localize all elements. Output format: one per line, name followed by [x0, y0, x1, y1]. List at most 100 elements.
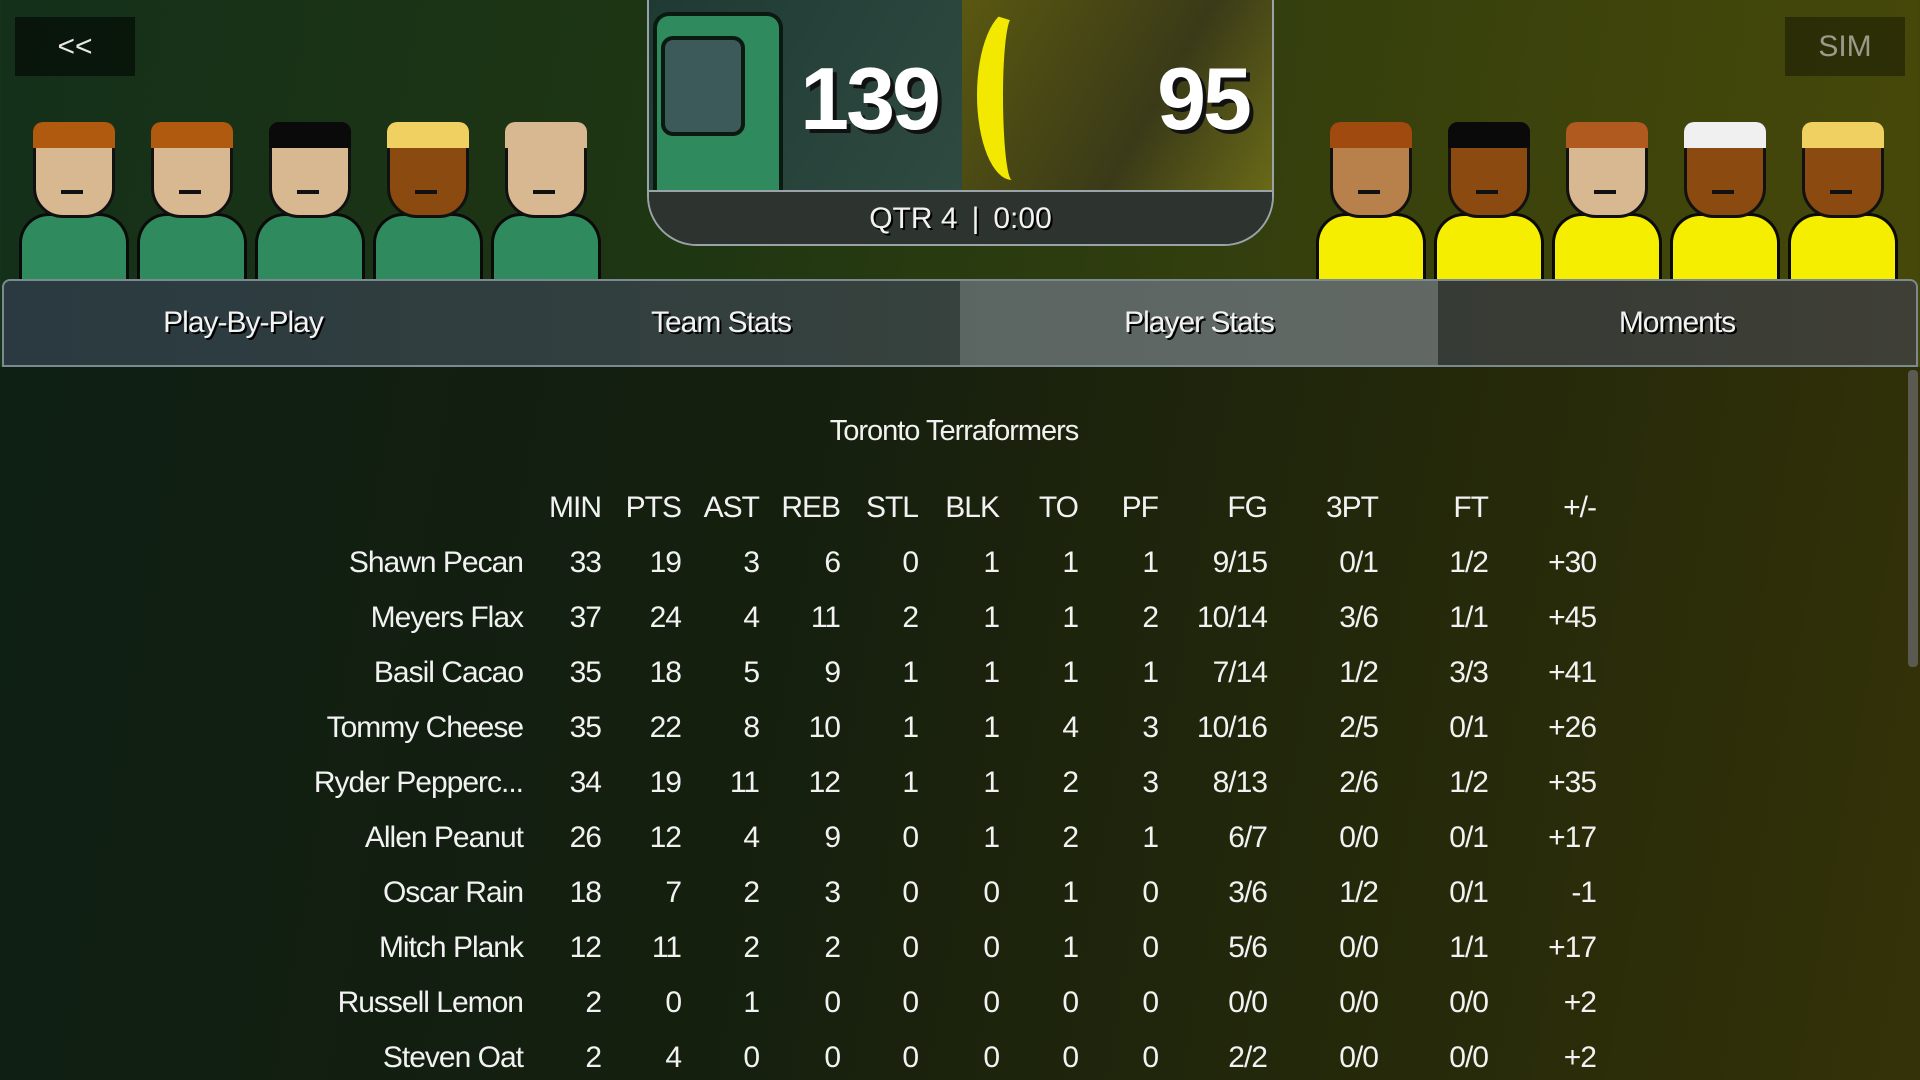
stat-cell: 0	[1062, 986, 1079, 1019]
stat-cell: 34	[569, 766, 602, 799]
stat-cell: 1/1	[1449, 931, 1489, 964]
stat-cell: 1/2	[1449, 546, 1489, 579]
stat-cell: +26	[1548, 711, 1597, 744]
stat-cell: 0/0	[1228, 986, 1268, 1019]
tab-play-by-play[interactable]: Play-By-Play	[163, 306, 324, 339]
away-player-avatar	[1784, 122, 1902, 279]
stat-cell: 0	[902, 821, 919, 854]
stat-cell: 1	[983, 601, 1000, 634]
stat-cell: 2	[585, 986, 602, 1019]
stat-cell: +45	[1548, 601, 1597, 634]
home-player-avatar	[133, 122, 251, 279]
stat-cell: +2	[1563, 986, 1597, 1019]
scrollbar[interactable]	[1908, 370, 1918, 667]
home-player-avatar	[487, 122, 605, 279]
stat-cell: 12	[808, 766, 841, 799]
player-name: Shawn Pecan	[348, 546, 524, 579]
table-header: MIN PTS AST REB STL BLK TO PF FG 3PT FT +/-	[0, 480, 1700, 535]
tab-team-stats[interactable]: Team Stats	[650, 306, 792, 339]
away-player-avatar	[1548, 122, 1666, 279]
stat-cell: 11	[729, 766, 760, 799]
stat-cell: 5/6	[1228, 931, 1268, 964]
separator: |	[971, 202, 980, 235]
away-player-avatar	[1666, 122, 1784, 279]
stat-cell: 0/0	[1449, 986, 1489, 1019]
stat-cell: 0	[743, 1041, 760, 1074]
table-row: Shawn Pecan 33 19 3 6 0 1 1 1 9/15 0/1 1/2 +30	[0, 535, 1700, 590]
home-player-avatar	[369, 122, 487, 279]
stat-cell: 1	[1142, 546, 1159, 579]
stat-cell: 3	[743, 546, 760, 579]
table-row: Tommy Cheese 35 22 8 10 1 1 4 3 10/16 2/5 0/1 +26	[0, 700, 1700, 755]
tab-player-stats[interactable]: Player Stats	[960, 281, 1438, 365]
stat-cell: 24	[649, 601, 682, 634]
home-player-avatar	[15, 122, 133, 279]
stat-cell: 1	[983, 821, 1000, 854]
away-score: 95	[1157, 49, 1252, 148]
stat-cell: 19	[649, 546, 682, 579]
stat-cell: 1	[983, 711, 1000, 744]
stat-cell: 1	[902, 656, 919, 689]
home-team-panel: 139	[649, 0, 962, 190]
stat-cell: 2	[1062, 766, 1079, 799]
stat-cell: 0/1	[1449, 876, 1489, 909]
stat-cell: 2	[1142, 601, 1159, 634]
stat-cell: 2/5	[1339, 711, 1379, 744]
column-header: FG	[1227, 491, 1268, 524]
stat-cell: 1	[1062, 656, 1079, 689]
period: QTR 4	[869, 202, 958, 235]
stat-cell: -1	[1571, 876, 1597, 909]
table-row: Ryder Pepperc... 34 19 11 12 1 1 2 3 8/13 2/6 1/2 +3…	[0, 755, 1700, 810]
tab-moments[interactable]: Moments	[1438, 281, 1916, 365]
home-lineup	[15, 122, 605, 279]
stat-cell: 0	[902, 986, 919, 1019]
stat-cell: 1	[743, 986, 760, 1019]
away-team-logo	[977, 10, 1047, 180]
stat-cell: 0/0	[1339, 1041, 1379, 1074]
stat-cell: 2	[902, 601, 919, 634]
stat-cell: 2	[743, 876, 760, 909]
column-header: PF	[1121, 491, 1159, 524]
column-header: STL	[865, 491, 919, 524]
stat-cell: 8	[743, 711, 760, 744]
stat-cell: +35	[1548, 766, 1597, 799]
stat-cell: 0/1	[1339, 546, 1379, 579]
away-lineup	[1312, 122, 1902, 279]
stat-cell: 33	[569, 546, 602, 579]
stat-cell: 0	[983, 1041, 1000, 1074]
stat-cell: 0	[983, 931, 1000, 964]
stat-cell: 5	[743, 656, 760, 689]
stat-cell: 8/13	[1212, 766, 1268, 799]
home-score: 139	[800, 49, 941, 148]
stat-cell: 7/14	[1212, 656, 1268, 689]
stat-cell: 0	[1142, 1041, 1159, 1074]
table-row: Allen Peanut 26 12 4 9 0 1 2 1 6/7 0/0 0/1 +17	[0, 810, 1700, 865]
stat-cell: 2/6	[1339, 766, 1379, 799]
stat-cell: 3/3	[1449, 656, 1489, 689]
stat-cell: 1	[1142, 821, 1159, 854]
game-clock: QTR 4 | 0:00	[649, 190, 1272, 244]
stat-cell: 0	[1142, 986, 1159, 1019]
player-name: Ryder Pepperc...	[313, 766, 524, 799]
stat-cell: 22	[649, 711, 682, 744]
stat-cell: 11	[651, 931, 682, 964]
stat-cell: 1/2	[1339, 656, 1379, 689]
home-team-logo	[653, 12, 783, 190]
column-header: PTS	[625, 491, 682, 524]
stat-cell: 1/1	[1449, 601, 1489, 634]
column-header: REB	[781, 491, 841, 524]
player-name: Meyers Flax	[370, 601, 524, 634]
stat-cell: 6/7	[1228, 821, 1268, 854]
stat-cell: 10	[808, 711, 841, 744]
stat-cell: 10/14	[1196, 601, 1268, 634]
stat-cell: 3/6	[1228, 876, 1268, 909]
stat-cell: 2	[1062, 821, 1079, 854]
stat-cell: 0	[983, 876, 1000, 909]
stat-cell: 2	[743, 931, 760, 964]
back-button[interactable]: <<	[15, 17, 135, 76]
stat-cell: 3	[1142, 711, 1159, 744]
stat-cell: 0/0	[1339, 986, 1379, 1019]
player-name: Russell Lemon	[337, 986, 524, 1019]
sim-button[interactable]: SIM	[1785, 17, 1905, 76]
stat-cell: 0/1	[1449, 711, 1489, 744]
